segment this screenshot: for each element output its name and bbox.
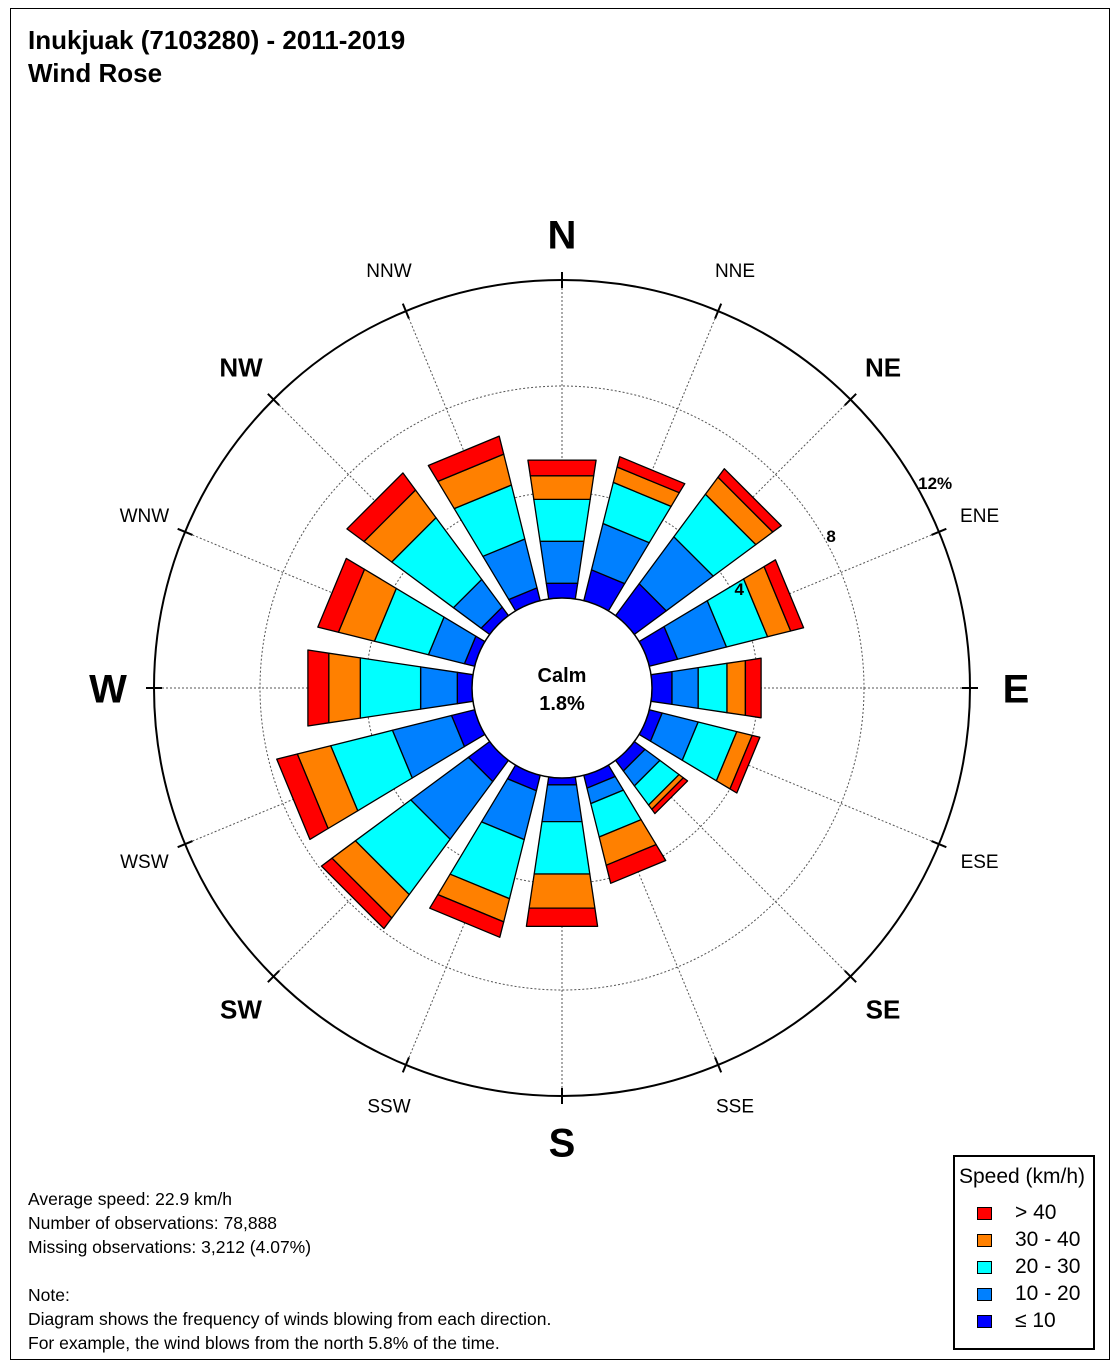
legend-swatch xyxy=(977,1261,992,1274)
rose-bar-segment xyxy=(763,559,805,632)
axis-tick xyxy=(844,393,857,406)
axis-tick xyxy=(931,527,947,536)
legend-label: 30 - 40 xyxy=(1015,1228,1081,1251)
legend: Speed (km/h) > 40 30 - 40 20 - 30 10 - 2… xyxy=(953,1155,1095,1350)
note-block: Note: Diagram shows the frequency of win… xyxy=(28,1283,551,1355)
rose-bar-segment xyxy=(744,657,762,719)
axis-tick xyxy=(267,393,280,406)
rose-bar-segment xyxy=(545,582,579,600)
direction-label-nne: NNE xyxy=(715,261,755,282)
rose-bar-segment xyxy=(726,659,747,717)
axis-tick xyxy=(714,1057,723,1073)
radial-tick-label: 12% xyxy=(918,474,952,493)
stats-block: Average speed: 22.9 km/h Number of obser… xyxy=(28,1187,311,1259)
radial-tick-label: 4 xyxy=(735,580,745,599)
rose-bar-segment xyxy=(650,670,673,706)
rose-bar-segment xyxy=(307,649,330,727)
direction-label-wnw: WNW xyxy=(120,506,170,527)
rose-bar-segment xyxy=(533,498,591,542)
rose-bar-segment xyxy=(525,907,599,928)
rose-bar-segment xyxy=(697,662,728,714)
direction-label-nw: NW xyxy=(219,352,263,382)
radial-tick-label: 8 xyxy=(826,527,835,546)
average-speed-text: Average speed: 22.9 km/h xyxy=(28,1189,232,1209)
direction-label-sse: SSE xyxy=(716,1096,754,1117)
direction-label-w: W xyxy=(89,667,127,711)
rose-bar-segment xyxy=(346,472,417,543)
axis-tick xyxy=(401,1057,410,1073)
direction-label-wsw: WSW xyxy=(120,852,169,873)
labels-layer: 4 8 12% N NNE NE ENE E ESE SE SSE S SSW SW WSW W WNW NW NN… xyxy=(89,213,1029,1165)
observations-text: Number of observations: 78,888 xyxy=(28,1213,278,1233)
rose-bar-segment xyxy=(533,820,591,875)
direction-label-n: N xyxy=(548,213,577,257)
calm-value: 1.8% xyxy=(539,693,585,715)
rose-bar-segment xyxy=(729,734,761,794)
direction-label-ese: ESE xyxy=(961,852,999,873)
note-line-1: Diagram shows the frequency of winds blo… xyxy=(28,1309,552,1329)
rose-bar-segment xyxy=(527,459,597,477)
rose-bar-segment xyxy=(717,468,782,533)
rose-bar-segment xyxy=(456,671,474,705)
axis-tick xyxy=(267,970,280,983)
direction-label-nnw: NNW xyxy=(366,261,411,282)
legend-title: Speed (km/h) xyxy=(959,1165,1086,1188)
rose-bar-segment xyxy=(320,857,393,930)
rose-bar-segment xyxy=(317,557,366,633)
rose-bar-segment xyxy=(419,666,458,710)
rose-bar-segment xyxy=(328,652,361,724)
rose-bar-segment xyxy=(651,777,689,815)
note-label: Note: xyxy=(28,1285,70,1305)
rose-bar-segment xyxy=(539,540,585,584)
axis-tick xyxy=(714,303,723,319)
legend-label: ≤ 10 xyxy=(1015,1309,1056,1332)
direction-label-ssw: SSW xyxy=(367,1096,410,1117)
legend-swatch xyxy=(977,1315,992,1328)
chart-title-line1: Inukjuak (7103280) - 2011-2019 xyxy=(28,25,406,55)
legend-label: 20 - 30 xyxy=(1015,1255,1081,1278)
rose-bar-segment xyxy=(671,666,699,710)
missing-observations-text: Missing observations: 3,212 (4.07%) xyxy=(28,1237,312,1257)
direction-label-ene: ENE xyxy=(960,506,999,527)
rose-bar-segment xyxy=(276,753,329,841)
direction-label-e: E xyxy=(1003,667,1030,711)
axis-tick xyxy=(931,840,947,849)
chart-title: Inukjuak (7103280) - 2011-2019 Wind Rose xyxy=(28,24,405,90)
direction-label-sw: SW xyxy=(220,994,262,1024)
legend-swatch xyxy=(977,1207,992,1220)
rose-bar-segment xyxy=(427,435,505,483)
rose-bar-segment xyxy=(359,657,422,719)
calm-circle xyxy=(471,597,653,779)
legend-label: > 40 xyxy=(1015,1201,1057,1224)
rose-bar-segment xyxy=(429,893,505,938)
note-line-2: For example, the wind blows from the nor… xyxy=(28,1333,500,1353)
axis-tick xyxy=(177,527,193,536)
rose-bar-segment xyxy=(528,873,596,909)
direction-label-s: S xyxy=(549,1121,576,1165)
direction-label-se: SE xyxy=(866,994,901,1024)
legend-swatch xyxy=(977,1234,992,1247)
legend-label: 10 - 20 xyxy=(1015,1282,1081,1305)
axis-tick xyxy=(177,840,193,849)
calm-label: Calm xyxy=(538,665,587,687)
bars-layer xyxy=(276,435,805,938)
rose-bar-segment xyxy=(616,456,686,494)
direction-label-ne: NE xyxy=(865,352,901,382)
legend-swatch xyxy=(977,1288,992,1301)
rose-bar-segment xyxy=(605,843,667,884)
rose-bar-segment xyxy=(529,475,595,501)
axis-tick xyxy=(844,970,857,983)
chart-title-line2: Wind Rose xyxy=(28,58,163,88)
axis-tick xyxy=(401,303,410,319)
calm-layer: Calm 1.8% xyxy=(471,597,653,779)
rose-bar-segment xyxy=(541,784,583,823)
